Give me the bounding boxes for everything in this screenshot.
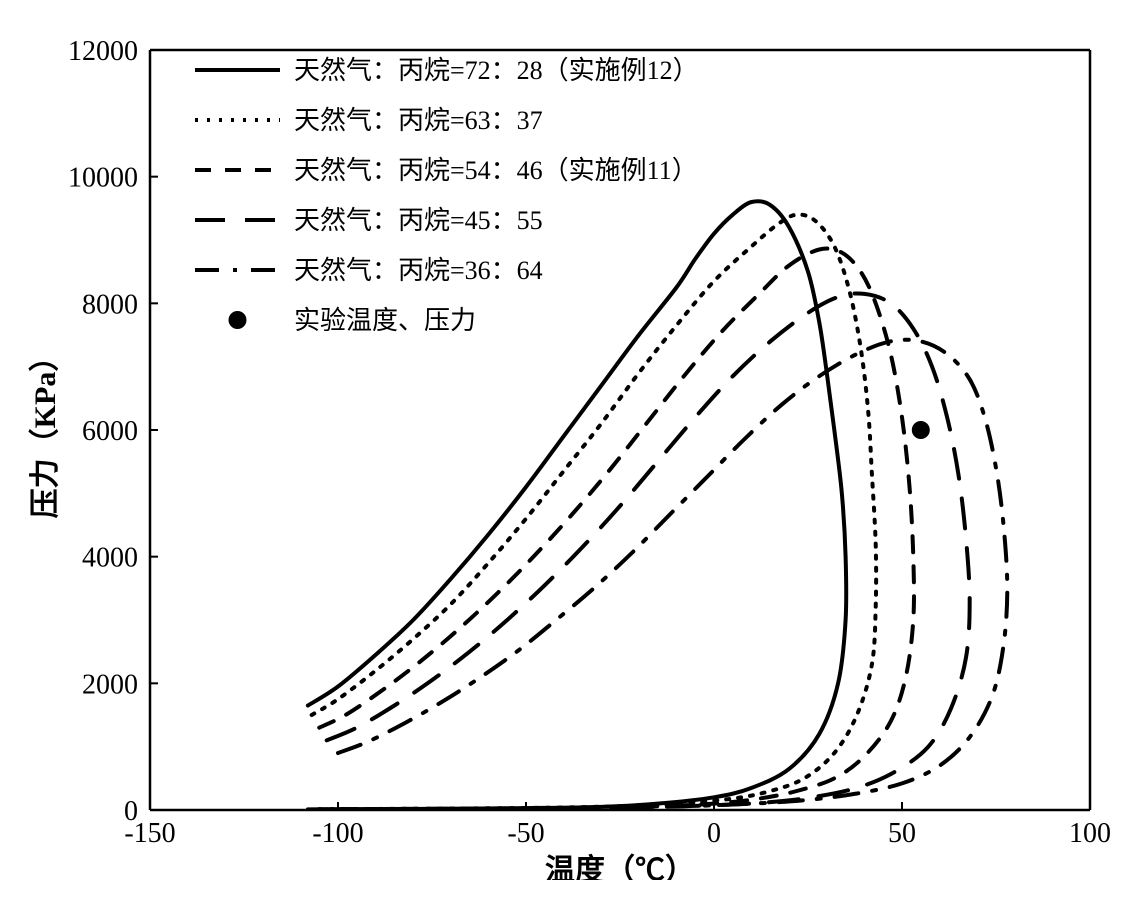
y-tick-label: 4000 [82, 543, 138, 574]
experiment-marker [912, 421, 930, 439]
legend-label: 天然气：丙烷=63：37 [294, 106, 543, 135]
x-tick-label: -100 [312, 818, 363, 849]
series-63:37 [312, 215, 876, 810]
x-tick-label: 100 [1069, 818, 1111, 849]
x-axis-label: 温度（℃） [545, 853, 695, 880]
y-tick-label: 0 [124, 796, 138, 827]
chart-svg: -150-100-5005010002000400060008000100001… [20, 20, 1120, 880]
legend-marker-icon [229, 311, 247, 329]
x-tick-label: 50 [888, 818, 916, 849]
legend-label: 天然气：丙烷=36：64 [294, 256, 543, 285]
series-36:64 [338, 340, 1007, 810]
legend-label: 实验温度、压力 [294, 306, 476, 335]
y-tick-label: 12000 [68, 36, 138, 67]
series-45:55 [327, 293, 970, 809]
phase-envelope-chart: -150-100-5005010002000400060008000100001… [20, 20, 1120, 880]
legend-label: 天然气：丙烷=72：28（实施例12） [294, 56, 699, 85]
y-axis-label: 压力（KPa） [28, 342, 62, 519]
y-tick-label: 10000 [68, 163, 138, 194]
series-72:28 [308, 201, 846, 809]
legend-label: 天然气：丙烷=54：46（实施例11） [294, 156, 698, 185]
legend-label: 天然气：丙烷=45：55 [294, 206, 543, 235]
x-tick-label: -50 [507, 818, 544, 849]
y-tick-label: 2000 [82, 669, 138, 700]
x-tick-label: 0 [707, 818, 721, 849]
y-tick-label: 6000 [82, 416, 138, 447]
y-tick-label: 8000 [82, 289, 138, 320]
